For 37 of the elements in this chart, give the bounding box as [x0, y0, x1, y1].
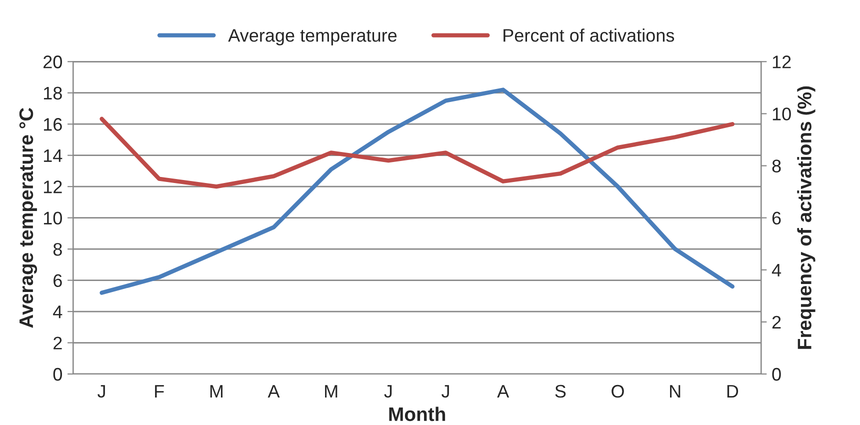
y2-tick-label: 12	[772, 56, 791, 68]
y-tick-label: 0	[53, 368, 62, 381]
x-tick-label: M	[210, 385, 222, 398]
legend-label: Percent of activations	[504, 28, 674, 42]
y2-tick-label: 6	[772, 212, 781, 225]
y-tick-label: 2	[54, 336, 62, 350]
x-tick-label: M	[325, 385, 338, 398]
y-tick-label: 14	[44, 149, 62, 162]
line-series	[100, 88, 735, 295]
y2-tick-label: 2	[772, 316, 781, 328]
y-tick-label: 6	[54, 274, 62, 288]
x-axis-title: Month	[389, 406, 446, 422]
x-tick-label: A	[497, 385, 510, 398]
y2-tick-label: 4	[772, 264, 782, 276]
x-tick-label: O	[612, 384, 624, 398]
x-tick-label: S	[555, 384, 566, 398]
x-tick-label: F	[155, 385, 164, 398]
y-tick-label: 20	[44, 56, 62, 68]
x-tick-label: N	[670, 385, 680, 398]
y-tick-label: 4	[53, 306, 62, 318]
y2-tick-label: 0	[772, 368, 781, 381]
y2-tick-label: 8	[772, 160, 781, 172]
x-tick-label: A	[268, 385, 280, 398]
y2-tick-label: 10	[772, 108, 791, 120]
x-tick-label: J	[442, 385, 449, 398]
x-tick-label: J	[98, 385, 105, 398]
x-tick-label: J	[384, 385, 392, 398]
y-tick-label: 12	[44, 180, 62, 194]
y-axis-title: Average temperature °C	[19, 108, 38, 328]
y-tick-label: 8	[53, 242, 62, 256]
legend-label: Average temperature	[228, 29, 397, 46]
line-series	[100, 116, 735, 189]
x-tick-label: D	[727, 385, 738, 398]
y2-axis-title: Frequency of activations (%)	[797, 86, 816, 349]
y-tick-label: 10	[44, 212, 62, 225]
y-tick-label: 18	[44, 86, 62, 100]
y-tick-label: 16	[44, 118, 62, 131]
